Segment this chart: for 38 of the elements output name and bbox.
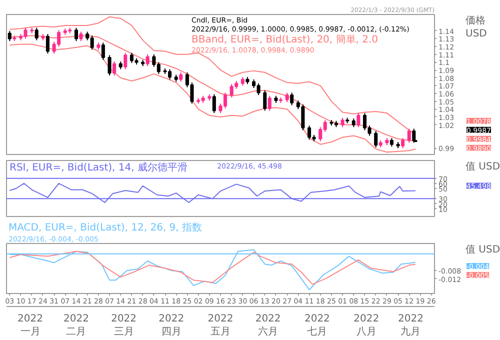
x2-tick-label: 2022 五月 <box>208 314 234 338</box>
x2-tick-label: 2022 六月 <box>255 314 281 338</box>
candlestick <box>374 130 378 148</box>
annotation: BBand, EUR=, Bid(Last), 20, 簡単, 2.0 <box>192 34 378 46</box>
candlestick <box>34 27 38 41</box>
chart-title: RSI, EUR=, Bid(Last), 14, 威尔德平滑 <box>10 162 188 174</box>
line-series <box>9 250 416 285</box>
candlestick <box>263 90 267 112</box>
y-axis-title: 值 USD <box>466 244 500 256</box>
x2-tick-label: 2022 一月 <box>18 314 44 338</box>
candlestick <box>401 138 405 149</box>
candlestick <box>407 128 411 144</box>
candlestick <box>290 92 294 106</box>
x2-tick-label: 2022 三月 <box>111 314 137 338</box>
candlestick <box>356 112 360 128</box>
candlestick <box>108 54 112 76</box>
candlestick <box>179 72 183 82</box>
x2-tick-label: 2022 八月 <box>354 314 380 338</box>
x2-tick-label: 2022 四月 <box>158 314 184 338</box>
candlestick <box>340 117 344 128</box>
candlestick <box>79 31 83 42</box>
candlestick <box>74 27 78 42</box>
candlestick <box>212 94 216 114</box>
candlestick <box>268 95 272 112</box>
x2-tick-label: 2022 七月 <box>304 314 330 338</box>
candlestick <box>146 54 150 67</box>
candlestick <box>285 92 289 103</box>
x2-tick-label: 2022 九月 <box>398 314 424 338</box>
y-axis-title: 価格 USD <box>466 14 488 40</box>
line-series <box>9 44 416 153</box>
candlestick <box>112 60 116 76</box>
x2-tick-label: 2022 二月 <box>64 314 89 338</box>
candlestick <box>46 34 50 54</box>
candlestick <box>101 42 105 60</box>
candlestick <box>8 30 12 42</box>
candlestick <box>124 52 128 70</box>
chart-title: MACD, EUR=, Bid(Last), 12, 26, 9, 指数 <box>8 222 202 234</box>
y-axis-title: 值 USD <box>466 162 500 172</box>
